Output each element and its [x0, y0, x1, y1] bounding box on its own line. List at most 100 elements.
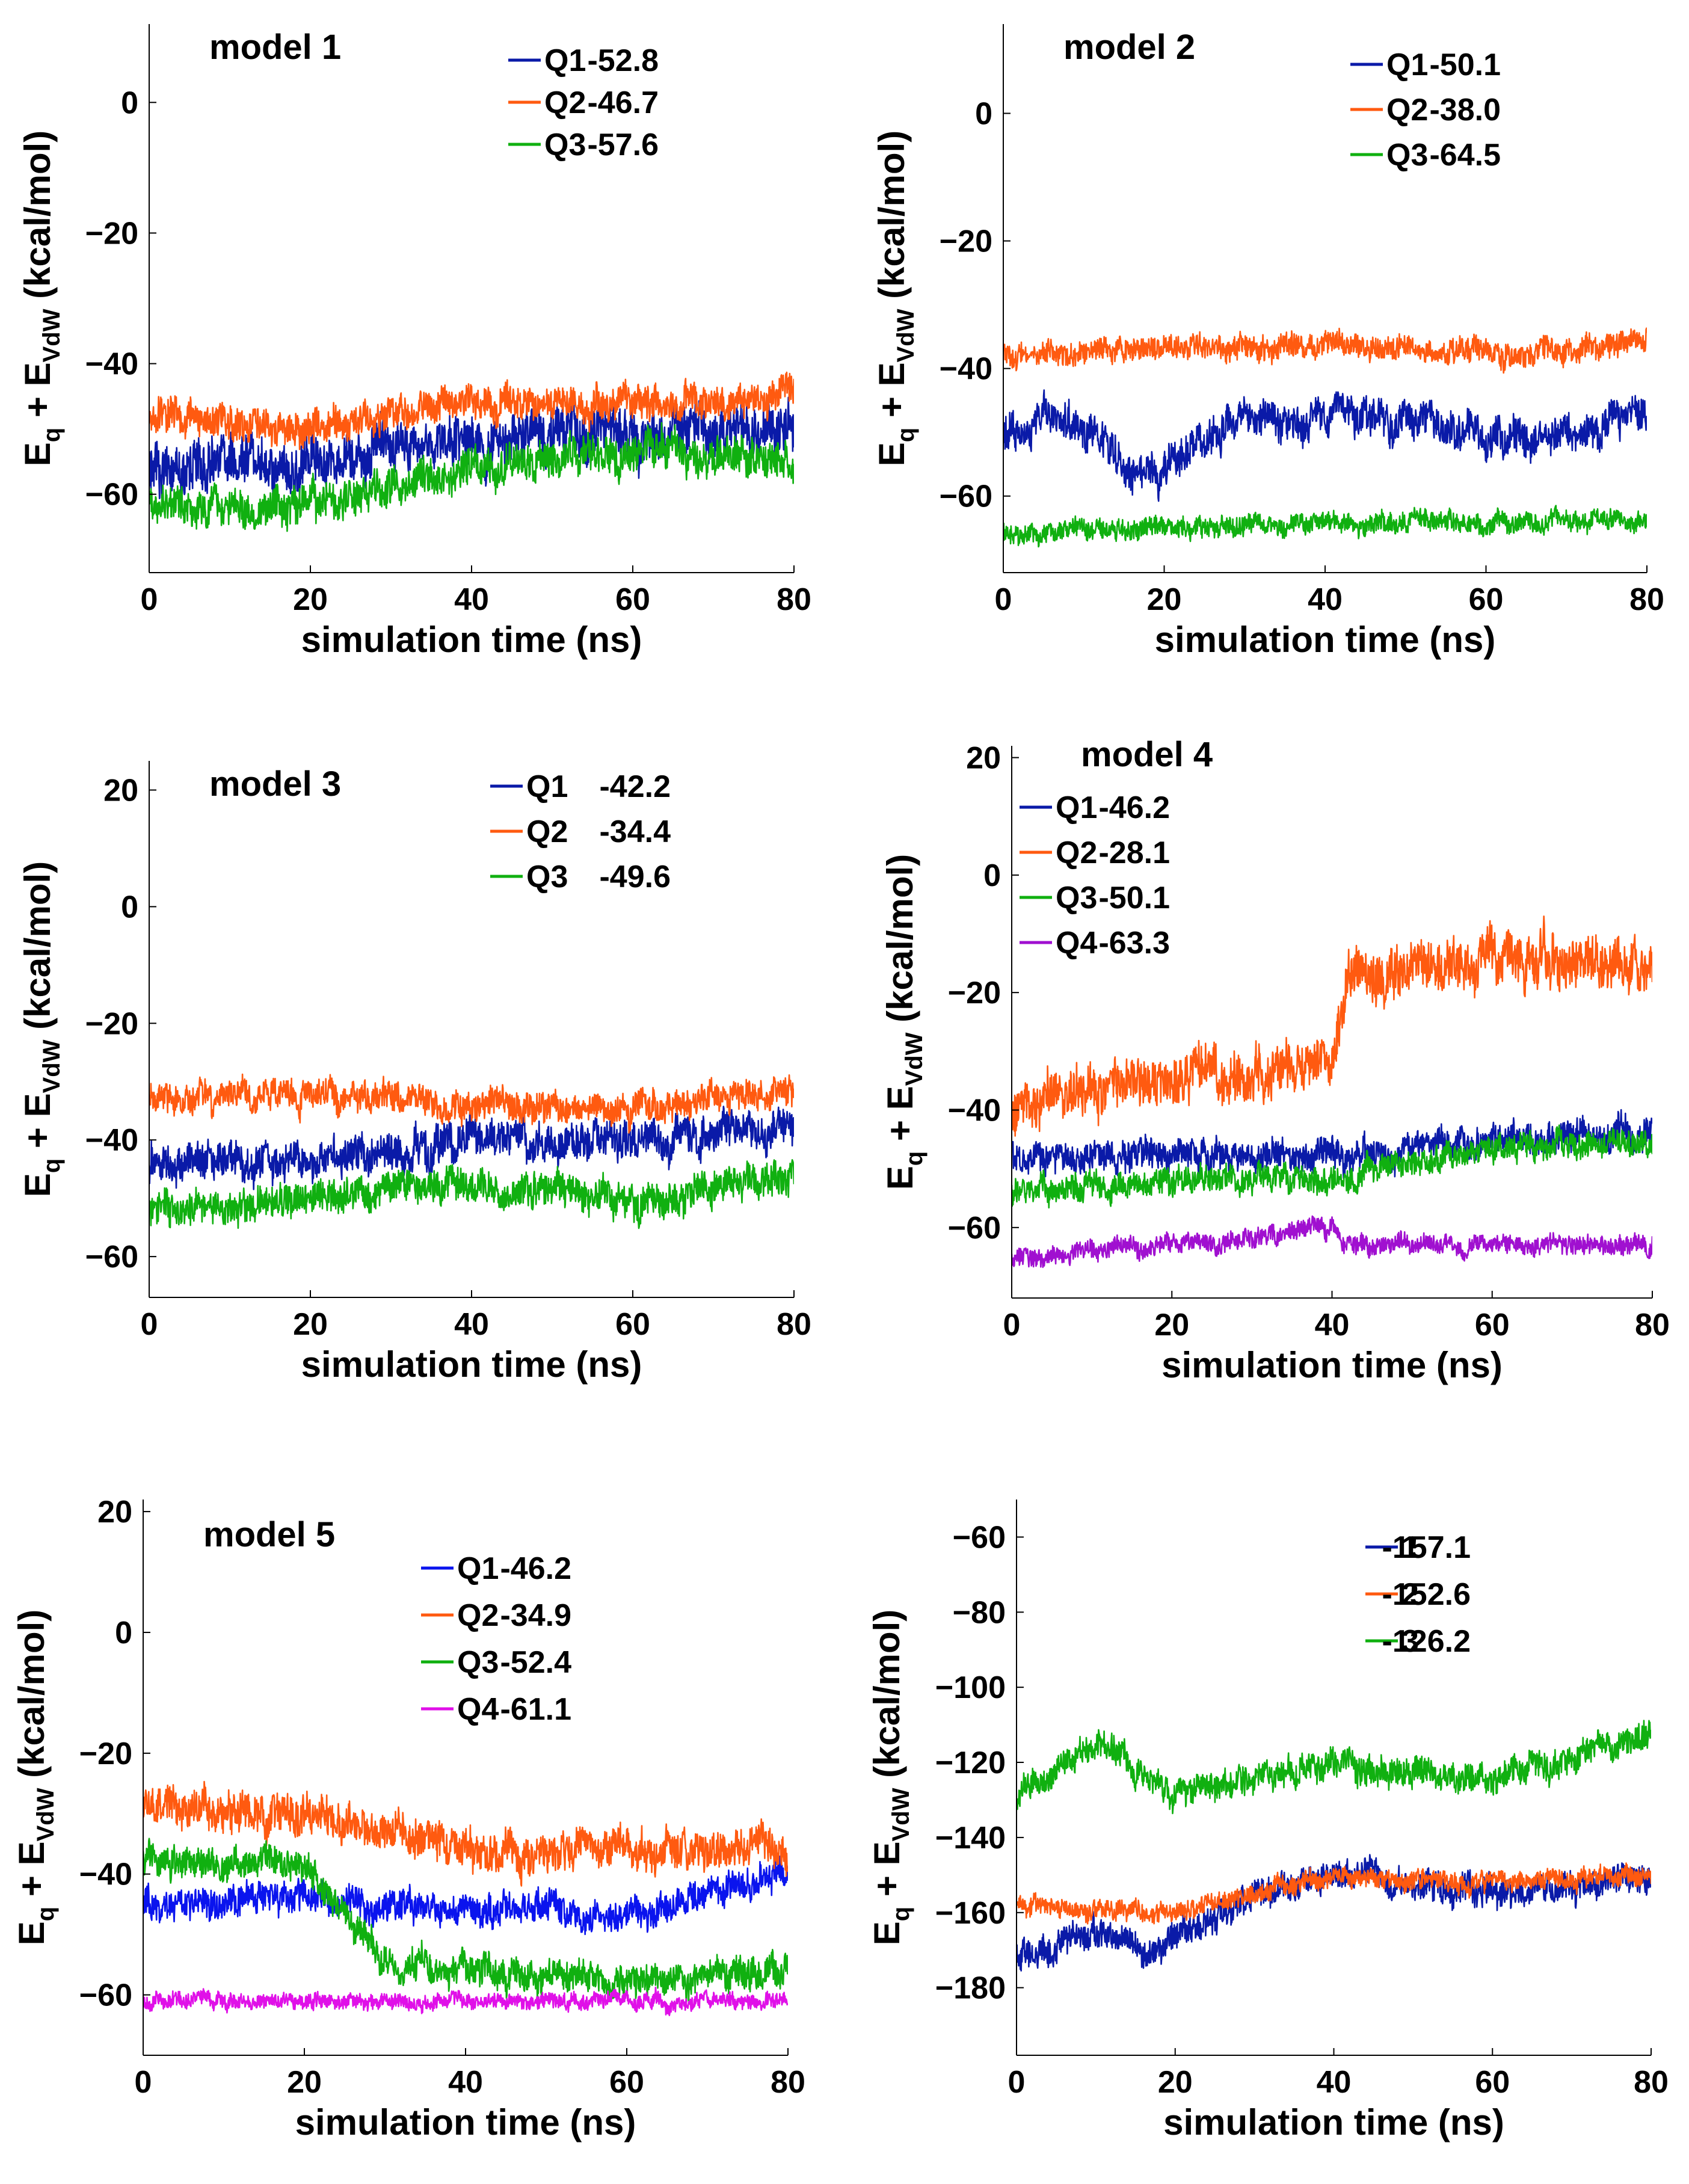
y-tick-label: −80: [953, 1595, 1006, 1630]
x-tick-label: 0: [1003, 1308, 1021, 1343]
y-tick-label: 0: [115, 1616, 132, 1650]
x-tick-label: 0: [995, 582, 1012, 617]
x-tick-label: 40: [1308, 582, 1343, 617]
y-tick-label: −60: [953, 1520, 1006, 1555]
y-tick-label: −40: [940, 352, 992, 387]
legend-value: -157.1: [1382, 1530, 1471, 1565]
x-tick-label: 0: [135, 2065, 152, 2100]
y-tick-label: −140: [935, 1821, 1006, 1856]
y-tick-label: −40: [948, 1093, 1001, 1128]
x-tick-label: 40: [448, 2065, 483, 2100]
legend-label: Q3: [1056, 881, 1097, 915]
legend-value: -38.0: [1429, 93, 1501, 128]
series-line-q3: [1012, 1124, 1652, 1209]
chart-panel-6: 0 20 40 60 80 −180 −160 −140 −120 −100 −80 −60 simul…: [867, 1500, 1669, 2142]
legend-label: Q2: [1056, 835, 1097, 870]
y-tick-label: −40: [85, 1123, 138, 1158]
x-tick-label: 20: [1154, 1308, 1189, 1343]
x-tick-label: 80: [1635, 1308, 1670, 1343]
x-axis-title: simulation time (ns): [301, 620, 642, 660]
legend-label: Q1: [544, 43, 586, 78]
x-tick-label: 0: [1008, 2065, 1026, 2100]
legend-value: -49.6: [599, 860, 671, 894]
x-tick-label: 20: [1147, 582, 1182, 617]
legend-value: -34.4: [599, 814, 671, 849]
series-line-q4: [143, 1986, 788, 2016]
series-line-q2: [149, 371, 794, 451]
y-tick-label: −60: [85, 478, 138, 512]
x-tick-label: 0: [141, 582, 158, 617]
chart-panel-1: 0 20 40 60 80 −60 −40 −20 0 simulation time (ns) E…: [17, 24, 811, 660]
y-tick-label: 0: [975, 96, 992, 131]
legend-label: Q3: [526, 860, 568, 894]
series-line-q1: [143, 1855, 788, 1936]
series-line-1: [1017, 1854, 1651, 1972]
y-tick-label: −160: [935, 1896, 1006, 1931]
x-tick-label: 80: [777, 582, 811, 617]
x-tick-label: 60: [615, 582, 650, 617]
x-tick-label: 20: [287, 2065, 322, 2100]
y-tick-label: 20: [966, 741, 1001, 776]
x-tick-label: 0: [141, 1307, 158, 1342]
legend-value: -46.7: [587, 85, 659, 120]
y-tick-label: 0: [121, 85, 138, 120]
x-tick-label: 60: [615, 1307, 650, 1342]
legend-value: -46.2: [500, 1551, 571, 1586]
legend-label: Q3: [544, 128, 586, 162]
x-tick-label: 20: [293, 582, 328, 617]
series-line-q3: [149, 1159, 794, 1229]
legend-label: 1: [1401, 1530, 1419, 1565]
series-line-q1: [149, 395, 794, 503]
y-tick-label: 0: [121, 890, 138, 924]
legend-label: Q3: [1386, 138, 1428, 173]
legend-label: Q4: [1056, 926, 1097, 961]
y-tick-label: −60: [85, 1240, 138, 1275]
x-tick-label: 60: [1469, 582, 1504, 617]
chart-panel-2: 0 20 40 60 80 −60 −40 −20 0 simulation time (ns) E…: [872, 24, 1664, 660]
legend-label: Q4: [457, 1692, 499, 1727]
series-line-q2: [143, 1780, 788, 1887]
legend-label: Q2: [526, 814, 568, 849]
x-tick-label: 40: [454, 582, 489, 617]
series-line-q3: [1003, 505, 1647, 548]
legend-label: Q2: [1386, 93, 1428, 128]
legend-value: -64.5: [1429, 138, 1501, 173]
panel-title: model 2: [1063, 28, 1195, 67]
y-tick-label: −20: [85, 1006, 138, 1041]
series-line-q3: [143, 1838, 788, 2002]
y-axis-title: Eq + EVdW (kcal/mol): [17, 861, 65, 1198]
x-tick-label: 20: [1158, 2065, 1193, 2100]
legend-label: Q1: [1386, 48, 1428, 82]
legend-value: -61.1: [500, 1692, 571, 1727]
legend-value: -52.8: [587, 43, 659, 78]
x-tick-label: 60: [1475, 1308, 1510, 1343]
y-axis-title: Eq + EVdW (kcal/mol): [11, 1610, 59, 1946]
x-tick-label: 40: [1317, 2065, 1352, 2100]
legend-value: -50.1: [1429, 48, 1501, 82]
series-line-3: [1017, 1720, 1651, 1815]
legend-label: Q1: [457, 1551, 499, 1586]
x-axis-title: simulation time (ns): [1161, 1345, 1503, 1385]
y-axis-title: Eq + EVdW (kcal/mol): [867, 1610, 914, 1946]
x-tick-label: 60: [1475, 2065, 1510, 2100]
x-tick-label: 80: [1629, 582, 1664, 617]
legend-value: -34.9: [500, 1598, 571, 1633]
x-tick-label: 40: [1315, 1308, 1350, 1343]
y-tick-label: −100: [935, 1670, 1006, 1705]
legend-label: 2: [1401, 1577, 1419, 1612]
y-tick-label: 20: [97, 1495, 132, 1530]
y-tick-label: −20: [79, 1736, 132, 1771]
series-line-q2: [1003, 327, 1647, 374]
legend-value: -57.6: [587, 128, 659, 162]
y-tick-label: −20: [948, 976, 1001, 1010]
panel-title: model 4: [1081, 735, 1213, 774]
y-axis-title: Eq + EVdW (kcal/mol): [880, 854, 928, 1190]
panel-title: model 1: [209, 28, 341, 67]
x-tick-label: 60: [609, 2065, 644, 2100]
series-line-q2: [1012, 915, 1652, 1137]
legend-label: Q2: [457, 1598, 499, 1633]
x-tick-label: 80: [1634, 2065, 1669, 2100]
